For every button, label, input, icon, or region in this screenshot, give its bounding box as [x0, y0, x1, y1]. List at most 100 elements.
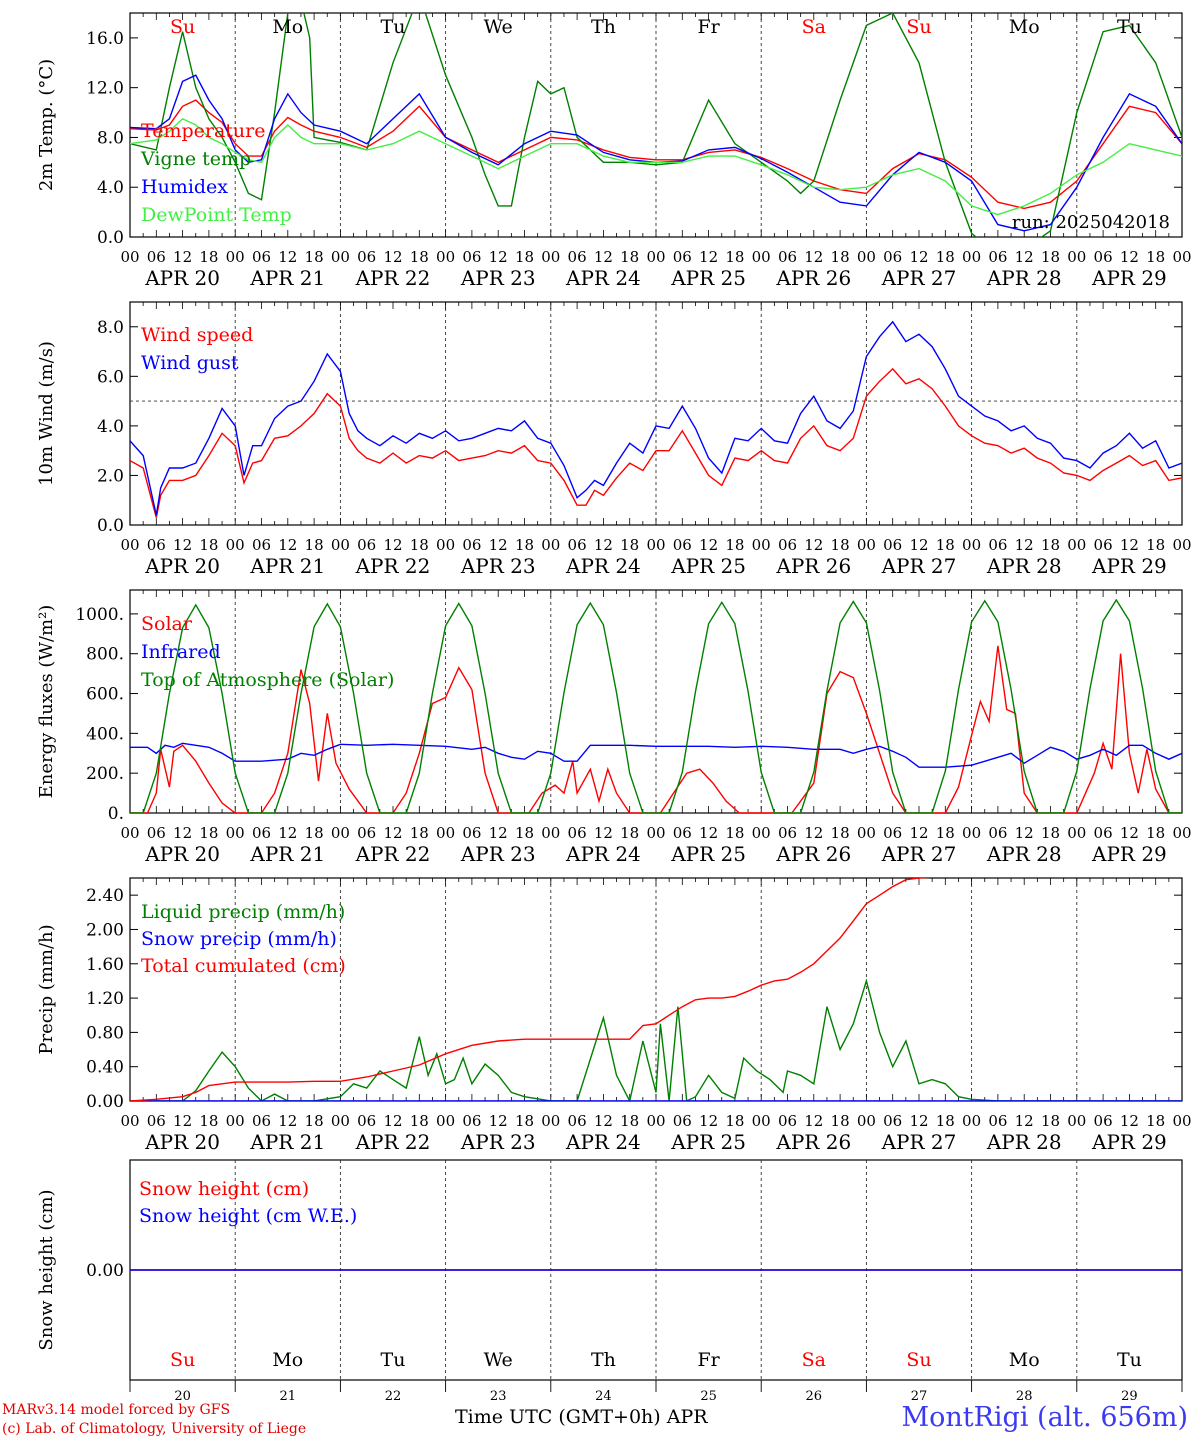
- hour-tick-label: 18: [515, 1112, 534, 1130]
- legend-entry: Solar: [141, 613, 193, 635]
- hour-tick-label: 06: [1094, 536, 1113, 554]
- y-tick-label: 2.40: [86, 886, 124, 906]
- hour-tick-label: 06: [357, 248, 376, 266]
- hour-tick-label: 18: [515, 248, 534, 266]
- hour-tick-label: 00: [1172, 824, 1191, 842]
- hour-tick-label: 12: [909, 536, 928, 554]
- hour-tick-label: 00: [541, 248, 560, 266]
- hour-tick-label: 06: [1094, 824, 1113, 842]
- day-date-label: APR 28: [986, 554, 1062, 578]
- hour-tick-label: 00: [1067, 1112, 1086, 1130]
- day-date-label: APR 20: [144, 842, 220, 866]
- hour-tick-label: 06: [883, 1112, 902, 1130]
- y-tick-label: 800.: [86, 645, 124, 665]
- y-tick-label: 600.: [86, 685, 124, 705]
- hour-tick-label: 12: [1015, 824, 1034, 842]
- legend-entry: Snow height (cm): [139, 1178, 309, 1200]
- hour-tick-label: 18: [305, 536, 324, 554]
- legend-entry: Liquid precip (mm/h): [141, 901, 345, 923]
- hour-tick-label: 00: [752, 824, 771, 842]
- day-date-label: APR 24: [565, 842, 641, 866]
- y-axis-label: 2m Temp. (°C): [36, 59, 57, 191]
- legend-entry: DewPoint Temp: [141, 204, 292, 226]
- weekday-label: Su: [906, 16, 931, 38]
- hour-tick-label: 00: [226, 824, 245, 842]
- day-number-label: 22: [385, 1389, 402, 1404]
- y-tick-label: 0.0: [97, 228, 124, 248]
- hour-tick-label: 18: [725, 248, 744, 266]
- hour-tick-label: 00: [436, 536, 455, 554]
- hour-tick-label: 12: [699, 536, 718, 554]
- hour-tick-label: 06: [673, 1112, 692, 1130]
- hour-tick-label: 00: [857, 536, 876, 554]
- series-line: [130, 99, 1182, 210]
- day-date-label: APR 23: [460, 842, 536, 866]
- hour-tick-label: 12: [804, 536, 823, 554]
- hour-tick-label: 18: [725, 824, 744, 842]
- hour-tick-label: 00: [120, 1112, 139, 1130]
- day-date-label: APR 22: [355, 554, 431, 578]
- legend-entry: Snow precip (mm/h): [141, 928, 337, 950]
- day-date-label: APR 25: [670, 266, 746, 290]
- lab-credit: (c) Lab. of Climatology, University of L…: [2, 1421, 307, 1437]
- day-date-label: APR 26: [775, 266, 851, 290]
- y-tick-label: 6.0: [97, 367, 124, 387]
- day-date-label: APR 26: [775, 842, 851, 866]
- y-tick-label: 4.0: [97, 417, 124, 437]
- hour-tick-label: 06: [778, 824, 797, 842]
- y-tick-label: 8.0: [97, 128, 124, 148]
- hour-tick-label: 18: [199, 1112, 218, 1130]
- y-tick-label: 1.60: [86, 955, 124, 975]
- weekday-label: Mo: [272, 16, 303, 38]
- station-title: MontRigi (alt. 656m): [901, 1402, 1188, 1433]
- panel-frame: [129, 589, 1183, 814]
- weekday-label: Tu: [1117, 16, 1142, 38]
- hour-tick-label: 00: [1172, 248, 1191, 266]
- legend-entry: Infrared: [141, 641, 221, 663]
- hour-tick-label: 18: [515, 824, 534, 842]
- series-line: [130, 367, 1182, 518]
- legend-entry: Vigne temp: [140, 148, 251, 170]
- hour-tick-label: 18: [620, 536, 639, 554]
- hour-tick-label: 06: [568, 536, 587, 554]
- weekday-label: Su: [906, 1349, 931, 1371]
- hour-tick-label: 06: [462, 536, 481, 554]
- hour-tick-label: 12: [909, 824, 928, 842]
- weekday-label: Su: [170, 1349, 195, 1371]
- day-date-label: APR 20: [144, 266, 220, 290]
- hour-tick-label: 06: [568, 1112, 587, 1130]
- day-date-label: APR 28: [986, 266, 1062, 290]
- y-tick-label: 8.0: [97, 318, 124, 338]
- hour-tick-label: 12: [594, 536, 613, 554]
- series-line: [130, 978, 1182, 1101]
- hour-tick-label: 12: [489, 1112, 508, 1130]
- day-date-label: APR 21: [249, 1130, 325, 1154]
- day-date-label: APR 29: [1091, 1130, 1167, 1154]
- day-date-label: APR 23: [460, 1130, 536, 1154]
- hour-tick-label: 18: [725, 536, 744, 554]
- weekday-label: We: [484, 16, 513, 38]
- hour-tick-label: 12: [699, 248, 718, 266]
- hour-tick-label: 06: [883, 824, 902, 842]
- hour-tick-label: 18: [831, 536, 850, 554]
- y-tick-label: 0.00: [86, 1092, 124, 1112]
- hour-tick-label: 00: [541, 1112, 560, 1130]
- hour-tick-label: 06: [462, 824, 481, 842]
- hour-tick-label: 06: [252, 248, 271, 266]
- hour-tick-label: 18: [410, 1112, 429, 1130]
- hour-tick-label: 12: [489, 536, 508, 554]
- hour-tick-label: 18: [620, 824, 639, 842]
- hour-tick-label: 18: [1041, 824, 1060, 842]
- day-date-label: APR 23: [460, 266, 536, 290]
- hour-tick-label: 12: [173, 824, 192, 842]
- run-label: run: 2025042018: [1012, 212, 1170, 233]
- hour-tick-label: 00: [1067, 536, 1086, 554]
- hour-tick-label: 18: [936, 536, 955, 554]
- y-axis-label: 10m Wind (m/s): [36, 341, 57, 486]
- y-tick-label: 0.00: [86, 1261, 124, 1281]
- hour-tick-label: 12: [383, 536, 402, 554]
- day-number-label: 25: [700, 1389, 717, 1404]
- hour-tick-label: 12: [804, 824, 823, 842]
- y-tick-label: 400.: [86, 724, 124, 744]
